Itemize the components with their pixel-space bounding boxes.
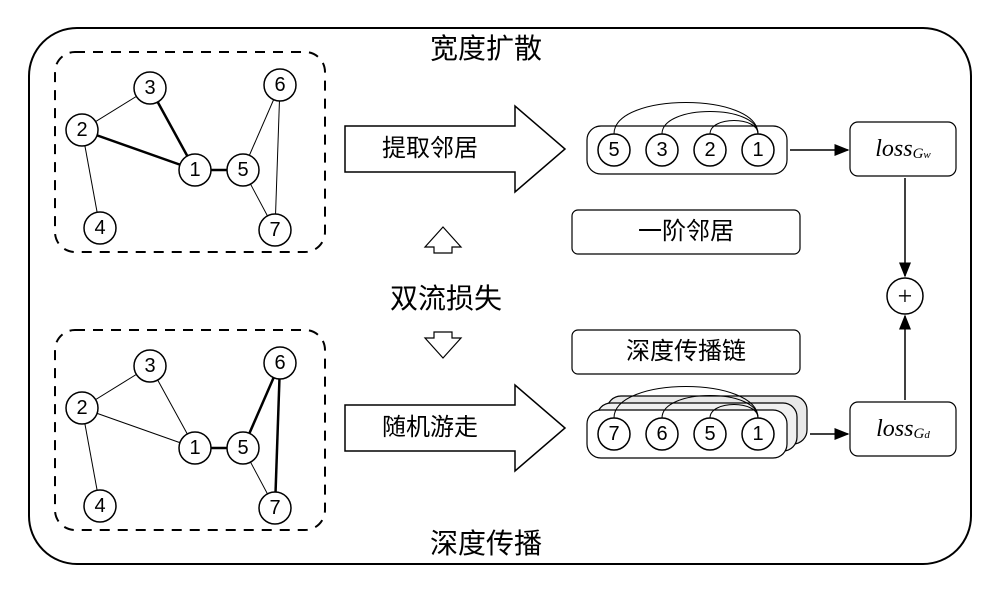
graph-top-node-5: 5: [227, 154, 259, 186]
graph-bottom-node-1: 1: [179, 432, 211, 464]
seq-top-node-2: 2: [694, 134, 726, 166]
graph-bottom-node-2: 2: [66, 392, 98, 424]
graph-bottom-node-7: 7: [259, 492, 291, 524]
svg-text:1: 1: [752, 139, 763, 161]
svg-text:3: 3: [656, 139, 667, 161]
graph-top-node-7: 7: [259, 214, 291, 246]
center-arrow-up: [425, 227, 461, 253]
graph-top-edge: [275, 85, 280, 230]
graph-top-edge: [82, 130, 195, 170]
svg-text:5: 5: [237, 437, 248, 459]
graph-bottom-edge: [275, 363, 280, 508]
diagram-canvas: 宽度扩散深度传播 双流损失 1 2 3 4 5 6 7 1 2 3 4 5 6 7 提取邻居随机游走 5 3 2 1 7 6…: [0, 0, 1000, 592]
svg-text:2: 2: [76, 119, 87, 141]
svg-text:7: 7: [269, 497, 280, 519]
seq-top-node-1: 3: [646, 134, 678, 166]
svg-text:7: 7: [608, 423, 619, 445]
title-bottom: 深度传播: [430, 528, 542, 560]
graph-top-node-4: 4: [84, 212, 116, 244]
svg-text:2: 2: [704, 139, 715, 161]
graph-bottom-node-6: 6: [264, 347, 296, 379]
svg-text:2: 2: [76, 397, 87, 419]
arrow-extract-label: 提取邻居: [382, 135, 478, 162]
title-top: 宽度扩散: [430, 33, 542, 65]
seq-bottom-node-1: 6: [646, 418, 678, 450]
svg-text:4: 4: [94, 495, 105, 517]
graph-bottom-node-3: 3: [134, 350, 166, 382]
svg-text:6: 6: [274, 352, 285, 374]
svg-text:7: 7: [269, 219, 280, 241]
plus-icon: +: [898, 282, 913, 311]
graph-bottom-node-4: 4: [84, 490, 116, 522]
diagram-svg: 宽度扩散深度传播 双流损失 1 2 3 4 5 6 7 1 2 3 4 5 6 7 提取邻居随机游走 5 3 2 1 7 6…: [0, 0, 1000, 592]
graph-bottom-node-5: 5: [227, 432, 259, 464]
graph-top-node-2: 2: [66, 114, 98, 146]
seq-top-node-0: 5: [598, 134, 630, 166]
seq-bottom-node-0: 7: [598, 418, 630, 450]
seq-bottom-node-2: 5: [694, 418, 726, 450]
svg-text:3: 3: [144, 77, 155, 99]
title-middle: 双流损失: [390, 283, 502, 315]
svg-text:1: 1: [189, 437, 200, 459]
graph-bottom-edge: [82, 408, 195, 448]
svg-text:4: 4: [94, 217, 105, 239]
seq-top-node-3: 1: [742, 134, 774, 166]
seq-bottom-node-3: 1: [742, 418, 774, 450]
svg-text:6: 6: [656, 423, 667, 445]
arrow-walk-label: 随机游走: [382, 414, 478, 441]
svg-text:6: 6: [274, 74, 285, 96]
svg-text:5: 5: [237, 159, 248, 181]
graph-top-node-6: 6: [264, 69, 296, 101]
svg-text:5: 5: [608, 139, 619, 161]
center-arrow-down: [425, 332, 461, 358]
svg-text:3: 3: [144, 355, 155, 377]
svg-text:1: 1: [752, 423, 763, 445]
label-neighbor-label: 一阶邻居: [638, 218, 734, 245]
graph-top-node-3: 3: [134, 72, 166, 104]
label-chain-label: 深度传播链: [626, 338, 746, 365]
graph-top-node-1: 1: [179, 154, 211, 186]
svg-text:5: 5: [704, 423, 715, 445]
svg-text:1: 1: [189, 159, 200, 181]
